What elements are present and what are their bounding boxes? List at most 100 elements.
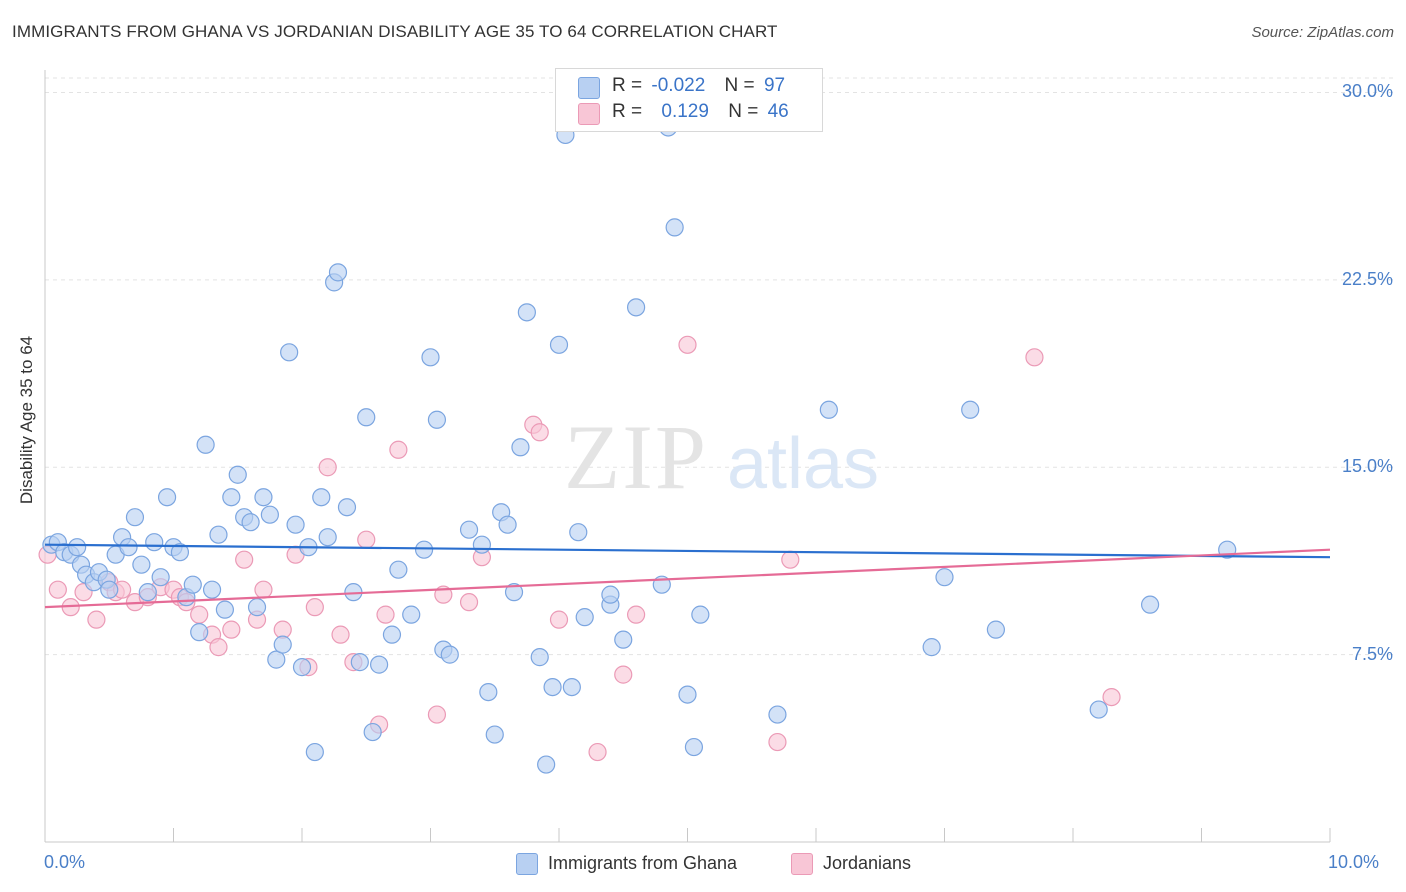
point-ghana: [363, 722, 382, 742]
point-ghana: [222, 488, 241, 507]
point-ghana: [485, 725, 504, 744]
point-ghana: [1140, 595, 1160, 614]
r-value: 0.129: [661, 101, 709, 122]
point-ghana: [170, 543, 190, 562]
point-jordanians: [254, 580, 273, 599]
point-ghana: [157, 488, 177, 507]
legend-label-ghana: Immigrants from Ghana: [548, 853, 738, 873]
point-jordanians: [530, 423, 549, 442]
point-ghana: [215, 600, 234, 619]
point-ghana: [819, 400, 838, 419]
r-label: R =: [612, 101, 643, 122]
y-tick-label: 15.0%: [1341, 456, 1393, 477]
point-ghana: [922, 638, 941, 657]
point-ghana: [614, 630, 633, 649]
point-ghana: [684, 737, 704, 757]
point-jordanians: [1102, 687, 1121, 707]
point-ghana: [312, 488, 331, 507]
legend-label-jordanians: Jordanians: [823, 853, 912, 873]
point-ghana: [961, 400, 980, 419]
watermark: ZIP atlas: [564, 406, 879, 508]
point-ghana: [241, 513, 260, 532]
point-jordanians: [190, 605, 209, 624]
y-axis-title: Disability Age 35 to 64: [17, 335, 36, 505]
n-label: N =: [724, 75, 755, 96]
series-jordanians: [38, 335, 1121, 762]
point-jordanians: [614, 665, 633, 684]
point-ghana: [427, 410, 447, 429]
y-tick-label: 30.0%: [1341, 81, 1393, 102]
chart-title: IMMIGRANTS FROM GHANA VS JORDANIAN DISAB…: [12, 22, 778, 41]
point-ghana: [286, 515, 305, 534]
point-ghana: [318, 528, 337, 547]
y-tick-label: 22.5%: [1341, 268, 1393, 289]
point-ghana: [511, 438, 530, 457]
point-ghana: [530, 648, 549, 667]
point-ghana: [202, 580, 222, 599]
point-ghana: [100, 580, 119, 599]
point-jordanians: [305, 598, 324, 617]
point-jordanians: [768, 732, 787, 752]
point-ghana: [498, 515, 517, 534]
r-label: R =: [612, 75, 643, 96]
trend-lines: [44, 543, 1331, 609]
point-jordanians: [626, 605, 646, 624]
point-ghana: [626, 298, 646, 317]
point-ghana: [389, 560, 408, 579]
n-label: N =: [728, 101, 759, 122]
point-ghana: [402, 605, 421, 624]
point-ghana: [183, 575, 202, 594]
point-ghana: [665, 218, 684, 237]
point-ghana: [254, 488, 273, 507]
r-value: -0.022: [651, 75, 706, 96]
point-ghana: [209, 525, 228, 544]
point-jordanians: [389, 440, 408, 459]
point-jordanians: [87, 610, 106, 629]
point-ghana: [562, 678, 581, 697]
swatch-jordanians: [578, 103, 600, 125]
point-jordanians: [222, 620, 241, 639]
point-ghana: [569, 523, 588, 542]
point-ghana: [691, 605, 710, 624]
swatch-ghana: [578, 77, 600, 99]
point-ghana: [350, 653, 369, 672]
trend-line-ghana: [44, 543, 1331, 559]
legend-swatch-ghana: [516, 853, 538, 875]
point-ghana: [145, 533, 164, 552]
point-ghana: [935, 568, 954, 587]
stats-text-jordanians: R = 0.129 N = 46: [612, 101, 789, 123]
point-jordanians: [588, 742, 607, 762]
point-jordanians: [549, 610, 569, 629]
point-ghana: [190, 623, 209, 642]
point-ghana: [280, 343, 299, 362]
point-ghana: [196, 435, 215, 454]
point-ghana: [119, 538, 138, 557]
point-jordanians: [1025, 348, 1044, 367]
point-ghana: [537, 755, 556, 774]
point-ghana: [382, 625, 402, 644]
source-credit: Source: ZipAtlas.com: [1251, 24, 1394, 41]
point-jordanians: [48, 580, 67, 599]
point-ghana: [517, 303, 536, 322]
point-ghana: [228, 465, 247, 484]
point-jordanians: [235, 550, 254, 569]
point-ghana: [292, 658, 312, 677]
point-jordanians: [376, 605, 395, 624]
axes: [44, 70, 1331, 843]
watermark-zip: ZIP: [564, 406, 708, 508]
stats-text-ghana: R = -0.022 N = 97: [612, 75, 785, 97]
point-ghana: [247, 598, 267, 617]
point-ghana: [260, 505, 279, 524]
point-ghana: [132, 555, 151, 574]
point-ghana: [601, 585, 620, 604]
point-ghana: [68, 538, 87, 557]
point-jordanians: [318, 458, 337, 477]
point-jordanians: [331, 625, 350, 644]
y-axis-title-wrap: Disability Age 35 to 64: [2, 270, 52, 570]
point-ghana: [678, 685, 697, 704]
point-ghana: [768, 705, 787, 724]
point-ghana: [151, 568, 170, 587]
point-ghana: [472, 535, 491, 554]
point-jordanians: [678, 335, 697, 354]
point-jordanians: [357, 530, 376, 549]
